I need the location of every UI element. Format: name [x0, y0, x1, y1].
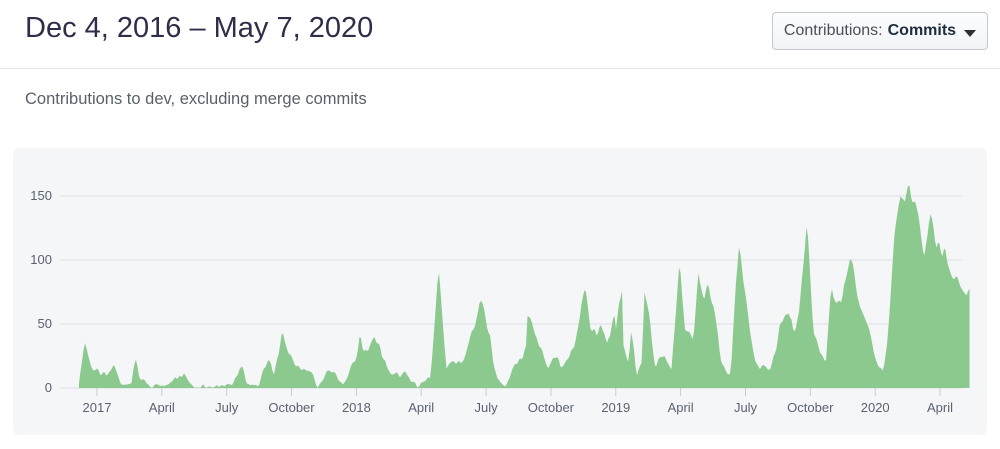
svg-text:2017: 2017: [83, 400, 112, 415]
svg-text:April: April: [927, 400, 953, 415]
svg-text:2019: 2019: [601, 400, 630, 415]
svg-text:October: October: [787, 400, 834, 415]
svg-text:July: July: [734, 400, 758, 415]
svg-text:2020: 2020: [861, 400, 890, 415]
svg-text:July: July: [475, 400, 499, 415]
svg-text:October: October: [268, 400, 315, 415]
svg-text:July: July: [215, 400, 239, 415]
svg-text:April: April: [408, 400, 434, 415]
svg-text:October: October: [528, 400, 575, 415]
svg-text:100: 100: [30, 252, 52, 267]
svg-text:0: 0: [45, 380, 52, 395]
svg-text:50: 50: [38, 316, 52, 331]
svg-text:April: April: [668, 400, 694, 415]
svg-text:2018: 2018: [342, 400, 371, 415]
svg-text:150: 150: [30, 188, 52, 203]
svg-text:April: April: [149, 400, 175, 415]
